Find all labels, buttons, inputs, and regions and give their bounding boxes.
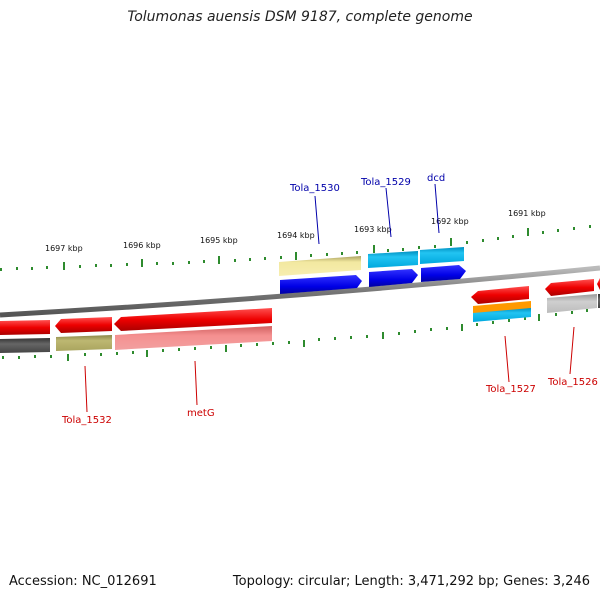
gene-arrow-reverse[interactable] bbox=[471, 286, 529, 304]
backbone-arc bbox=[0, 265, 600, 318]
gene-label-tola-1527[interactable]: Tola_1527 bbox=[485, 384, 536, 395]
gene-feature-olive[interactable] bbox=[56, 335, 112, 351]
gene-arrow-reverse[interactable] bbox=[55, 317, 112, 333]
kbp-label: 1697 kbp bbox=[45, 244, 83, 253]
label-leaders-reverse bbox=[84, 326, 575, 413]
gene-feature-orange[interactable] bbox=[473, 301, 531, 314]
gene-feature-cyan[interactable] bbox=[473, 308, 531, 322]
kbp-label: 1695 kbp bbox=[200, 236, 238, 245]
gene-label-metg[interactable]: metG bbox=[187, 408, 215, 419]
label-leaders-forward bbox=[314, 183, 440, 245]
gene-label-dcd[interactable]: dcd bbox=[427, 173, 445, 184]
gene-feature-cyan[interactable] bbox=[368, 251, 418, 268]
gene-label-tola-1532[interactable]: Tola_1532 bbox=[61, 415, 112, 426]
outer-tick-ring bbox=[0, 225, 591, 271]
map-title: Tolumonas auensis DSM 9187, complete gen… bbox=[127, 9, 473, 25]
accession-text: Accession: NC_012691 bbox=[9, 574, 157, 589]
gene-arrow-reverse[interactable] bbox=[597, 278, 600, 290]
gene-feature-pink[interactable] bbox=[115, 326, 272, 350]
gene-feature-light-grey[interactable] bbox=[547, 294, 597, 313]
gene-arrow-reverse[interactable] bbox=[0, 320, 50, 335]
kbp-label: 1696 kbp bbox=[123, 241, 161, 250]
gene-arrow-forward[interactable] bbox=[280, 275, 362, 294]
gene-arrow-forward[interactable] bbox=[421, 265, 466, 282]
kbp-label: 1693 kbp bbox=[354, 225, 392, 234]
kbp-label: 1691 kbp bbox=[508, 209, 546, 218]
gene-label-tola-1526[interactable]: Tola_1526 bbox=[547, 377, 598, 388]
kbp-label: 1692 kbp bbox=[431, 217, 469, 226]
topology-text: Topology: circular; Length: 3,471,292 bp… bbox=[232, 574, 590, 589]
gene-feature-khaki[interactable] bbox=[279, 256, 361, 276]
gene-feature-cyan[interactable] bbox=[420, 247, 464, 264]
inner-tick-ring bbox=[2, 309, 588, 361]
gene-label-tola-1530[interactable]: Tola_1530 bbox=[289, 183, 340, 194]
gene-arrow-reverse[interactable] bbox=[545, 279, 594, 296]
gene-feature-grey[interactable] bbox=[0, 338, 50, 353]
gene-arrow-forward[interactable] bbox=[369, 269, 418, 287]
gene-arrow-reverse[interactable] bbox=[114, 308, 272, 331]
gene-label-tola-1529[interactable]: Tola_1529 bbox=[360, 177, 411, 188]
kbp-label: 1694 kbp bbox=[277, 231, 315, 240]
